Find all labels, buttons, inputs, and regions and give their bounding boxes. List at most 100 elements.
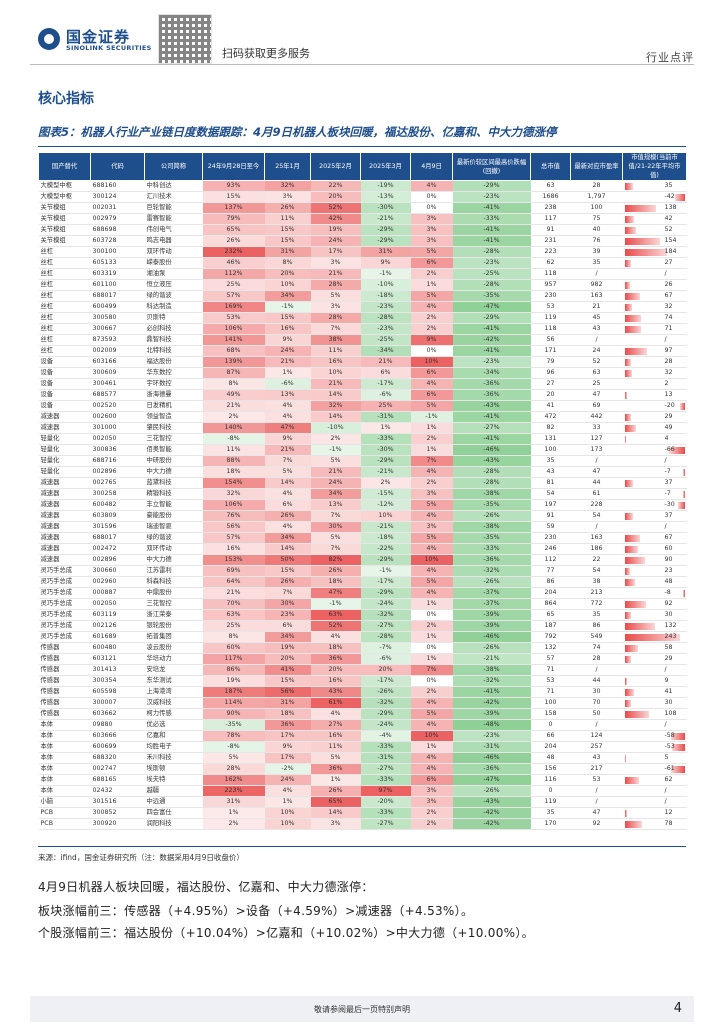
- jan-cell: 14%: [264, 477, 311, 489]
- sector-cell: 设备: [38, 389, 91, 401]
- pe-cell: 44: [570, 675, 623, 687]
- market-cap-bar-cell: 62: [622, 774, 687, 786]
- mktcap-cell: 119: [530, 796, 571, 808]
- pe-cell: 100: [570, 202, 623, 214]
- pe-cell: 127: [570, 433, 623, 445]
- since-0928-cell: 106%: [202, 499, 265, 511]
- feb-cell: 3%: [310, 301, 361, 313]
- code-cell: 300667: [90, 323, 145, 335]
- feb-cell: 14%: [310, 807, 361, 819]
- drawdown-cell: -32%: [452, 675, 531, 687]
- apr9-cell: 1%: [410, 741, 453, 753]
- market-cap-bar-cell: 9: [622, 675, 687, 687]
- drawdown-cell: -31%: [452, 741, 531, 753]
- feb-cell: 36%: [310, 763, 361, 775]
- jan-cell: 10%: [264, 818, 311, 830]
- table-row: 本体 688165 埃夫特 162% 24% 1% -33% 6% -47% 116 53 62: [38, 774, 687, 786]
- market-cap-ratio: -8: [664, 589, 671, 596]
- market-cap-ratio: 35: [664, 182, 673, 189]
- jan-cell: 18%: [264, 708, 311, 720]
- jan-cell: 13%: [264, 389, 311, 401]
- market-cap-bar-cell: 108: [622, 708, 687, 720]
- company-cell: 丰立智能: [144, 499, 203, 511]
- mar-cell: -29%: [360, 587, 411, 599]
- market-cap-bar-cell: -30: [622, 499, 687, 511]
- column-header: 2025年2月: [310, 152, 361, 181]
- mktcap-cell: 119: [530, 312, 571, 324]
- code-cell: 688160: [90, 180, 145, 192]
- jan-cell: 16%: [264, 323, 311, 335]
- market-cap-ratio: 60: [664, 545, 673, 552]
- market-cap-bar-cell: 243: [622, 631, 687, 643]
- table-row: 关节模组 002031 巨轮智能 137% 26% 52% -30% 0% -41% 238 100…: [38, 202, 687, 214]
- since-0928-cell: 79%: [202, 213, 265, 225]
- jan-cell: 4%: [264, 488, 311, 500]
- market-cap-ratio: /: [664, 336, 667, 343]
- since-0928-cell: 154%: [202, 477, 265, 489]
- market-cap-ratio: 27: [664, 259, 673, 266]
- mktcap-cell: 71: [530, 664, 571, 676]
- disclaimer-link[interactable]: 敬请参阅最后一页特别声明: [314, 1005, 410, 1014]
- market-cap-bar-cell: 67: [622, 532, 687, 544]
- mar-cell: -6%: [360, 389, 411, 401]
- company-cell: 中研股份: [144, 455, 203, 467]
- table-row: 减速器 300258 精锻科技 32% 4% 34% -15% 3% -38% 54 61 -7: [38, 488, 687, 500]
- pe-cell: 39: [570, 246, 623, 258]
- drawdown-cell: -28%: [452, 477, 531, 489]
- market-cap-ratio: 5: [664, 754, 669, 761]
- feb-cell: 11%: [310, 345, 361, 357]
- table-row: 丝杠 873593 鼎智科技 141% 9% 38% -25% 9% -42% 56//: [38, 334, 687, 346]
- market-cap-bar-cell: -61: [622, 763, 687, 775]
- market-cap-ratio: 52: [664, 226, 673, 233]
- drawdown-cell: -23%: [452, 356, 531, 368]
- sector-cell: 关节模组: [38, 235, 91, 247]
- apr9-cell: 4%: [410, 378, 453, 390]
- sector-cell: 本体: [38, 730, 91, 742]
- mar-cell: -22%: [360, 543, 411, 555]
- pe-cell: 217: [570, 763, 623, 775]
- drawdown-cell: -41%: [452, 323, 531, 335]
- market-cap-bar: [624, 436, 626, 443]
- table-row: 设备 688577 浙海德曼 49% 13% 14% -6% 6% -36% 20 47 13: [38, 389, 687, 401]
- page-footer: 敬请参阅最后一页特别声明 4: [30, 996, 694, 1022]
- market-cap-ratio: 184: [664, 248, 677, 255]
- sector-cell: 设备: [38, 378, 91, 390]
- mar-cell: 97%: [360, 785, 411, 797]
- market-cap-bar-cell: 154: [622, 235, 687, 247]
- code-cell: 000887: [90, 587, 145, 599]
- pe-cell: 69: [570, 400, 623, 412]
- feb-cell: 4%: [310, 631, 361, 643]
- apr9-cell: 2%: [410, 686, 453, 698]
- market-cap-ratio: /: [664, 787, 667, 794]
- feb-cell: 21%: [310, 466, 361, 478]
- mktcap-cell: 116: [530, 774, 571, 786]
- mktcap-cell: 48: [530, 752, 571, 764]
- drawdown-cell: -43%: [452, 796, 531, 808]
- table-row: 减速器 002472 双环传动 16% 14% 7% -22% 4% -33% 246 186 60: [38, 543, 687, 555]
- drawdown-cell: -47%: [452, 301, 531, 313]
- qr-code-icon[interactable]: [158, 14, 212, 64]
- jan-cell: 10%: [264, 279, 311, 291]
- apr9-cell: 10%: [410, 730, 453, 742]
- mar-cell: 6%: [360, 367, 411, 379]
- code-cell: 002600: [90, 411, 145, 423]
- jan-cell: 5%: [264, 466, 311, 478]
- feb-cell: 47%: [310, 587, 361, 599]
- apr9-cell: 3%: [410, 224, 453, 236]
- market-cap-bar-cell: 52: [622, 224, 687, 236]
- market-cap-bar: [624, 249, 667, 256]
- code-cell: 601689: [90, 631, 145, 643]
- drawdown-cell: -46%: [452, 444, 531, 456]
- pe-cell: 35: [570, 609, 623, 621]
- jan-cell: 24%: [264, 345, 311, 357]
- company-cell: 佰奥智能: [144, 444, 203, 456]
- sector-cell: 小脑: [38, 796, 91, 808]
- mar-cell: 25%: [360, 400, 411, 412]
- market-cap-bar-cell: -42: [622, 191, 687, 203]
- feb-cell: 52%: [310, 620, 361, 632]
- market-cap-ratio: 12: [664, 809, 673, 816]
- drawdown-cell: -23%: [452, 191, 531, 203]
- drawdown-cell: -41%: [452, 224, 531, 236]
- mar-cell: -33%: [360, 807, 411, 819]
- pe-cell: /: [570, 455, 623, 467]
